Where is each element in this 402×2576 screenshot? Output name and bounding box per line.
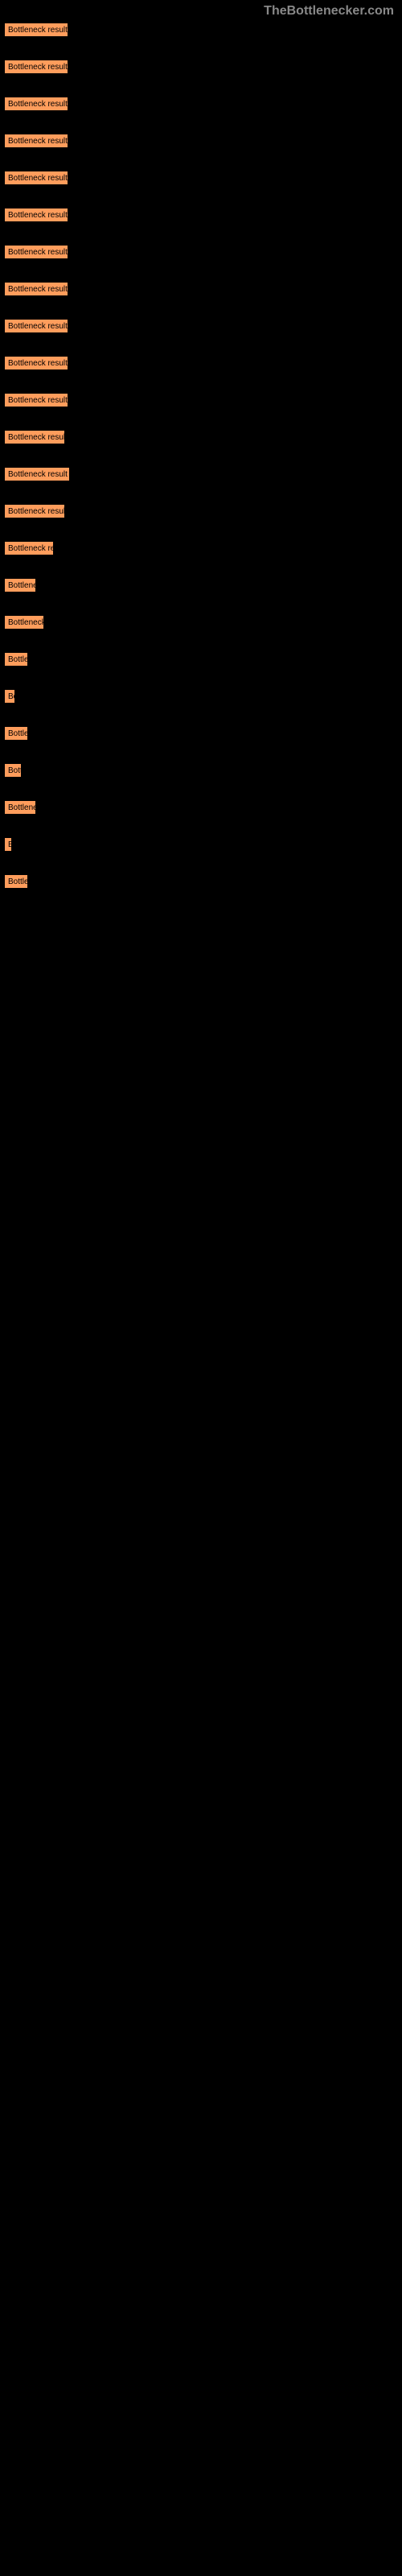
bar-item: Bottleneck resul	[4, 430, 65, 444]
bar-wrapper: Bottleneck result	[4, 393, 402, 407]
bar-wrapper: Bottleneck result	[4, 60, 402, 74]
bar-item: Bottleneck result	[4, 319, 68, 333]
bar-wrapper: Bottleneck result	[4, 208, 402, 222]
bar-wrapper: Bottleneck result	[4, 97, 402, 111]
bar-wrapper: Bottlene	[4, 578, 402, 592]
bar-item: Bo	[4, 689, 15, 704]
bar-item: Bottle	[4, 652, 28, 667]
bar-wrapper: Bottleneck result	[4, 356, 402, 370]
bar-item: Bottleneck result	[4, 208, 68, 222]
bar-item: Bottlene	[4, 578, 36, 592]
bar-item: Bottleneck result	[4, 97, 68, 111]
bar-item: Bottleneck result	[4, 23, 68, 37]
bar-item: Bottleneck result	[4, 356, 68, 370]
bar-item: Bottleneck result	[4, 245, 68, 259]
bar-wrapper: Bottleneck result	[4, 23, 402, 37]
bar-wrapper: Bottleneck resul	[4, 504, 402, 518]
bar-wrapper: Bottleneck result	[4, 171, 402, 185]
bar-wrapper: Bottleneck	[4, 615, 402, 630]
bar-wrapper: Bottleneck result	[4, 282, 402, 296]
bar-wrapper: Bottleneck result	[4, 245, 402, 259]
bar-wrapper: Bottleneck resul	[4, 430, 402, 444]
bar-wrapper: Bo	[4, 689, 402, 704]
bar-item: Bottleneck result	[4, 60, 68, 74]
bar-item: Bottleneck result	[4, 467, 70, 481]
bar-wrapper: Bottlene	[4, 800, 402, 815]
bars-container: Bottleneck result Bottleneck result Bottle…	[0, 23, 402, 889]
bar-item: Bottleneck re	[4, 541, 54, 555]
bar-wrapper: Bottle	[4, 726, 402, 741]
bar-item: Bottleneck	[4, 615, 44, 630]
bar-wrapper: Bottleneck re	[4, 541, 402, 555]
bar-item: Bottleneck result	[4, 171, 68, 185]
bar-item: Bottle	[4, 726, 28, 741]
bar-wrapper: Bott	[4, 763, 402, 778]
bar-wrapper: Bottleneck result	[4, 134, 402, 148]
bar-item: Bottle	[4, 874, 28, 889]
bar-item: Bottleneck result	[4, 134, 68, 148]
header-brand: TheBottlenecker.com	[0, 0, 402, 23]
bar-item: Bottleneck result	[4, 393, 68, 407]
bar-wrapper: Bottle	[4, 652, 402, 667]
bar-wrapper: B	[4, 837, 402, 852]
bar-item: Bottlene	[4, 800, 36, 815]
bar-wrapper: Bottle	[4, 874, 402, 889]
bar-wrapper: Bottleneck result	[4, 467, 402, 481]
bar-item: Bott	[4, 763, 22, 778]
bar-item: B	[4, 837, 12, 852]
bar-item: Bottleneck resul	[4, 504, 65, 518]
bar-item: Bottleneck result	[4, 282, 68, 296]
bar-wrapper: Bottleneck result	[4, 319, 402, 333]
